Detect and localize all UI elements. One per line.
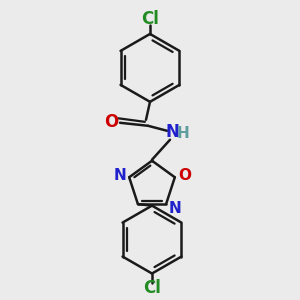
Text: N: N xyxy=(114,168,127,183)
Text: N: N xyxy=(169,200,182,215)
Text: H: H xyxy=(177,126,189,141)
Text: O: O xyxy=(104,113,118,131)
Text: Cl: Cl xyxy=(143,280,161,298)
Text: O: O xyxy=(178,168,191,183)
Text: N: N xyxy=(165,123,179,141)
Text: Cl: Cl xyxy=(141,10,159,28)
